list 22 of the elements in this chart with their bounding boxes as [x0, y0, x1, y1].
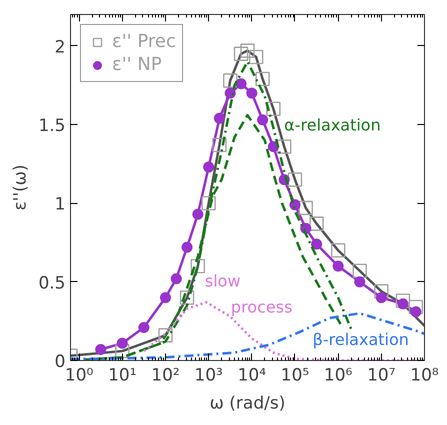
legend-label: ε'' Prec — [112, 31, 176, 52]
x-tick-label: 10⁰ — [64, 366, 94, 386]
x-tick-label: 10⁶ — [324, 366, 353, 386]
annotation: process — [230, 297, 292, 316]
annotation: β-relaxation — [312, 330, 409, 350]
y-tick-label: 0.5 — [38, 273, 66, 294]
y-tick-label: 0 — [54, 352, 66, 372]
x-axis-title: ω (rad/s) — [210, 394, 286, 414]
y-tick-label: 1 — [54, 194, 66, 215]
x-tick-label: 10⁵ — [280, 366, 310, 386]
y-axis-title: ε''(ω) — [10, 164, 30, 211]
x-tick-label: 10⁸ — [410, 366, 439, 386]
y-tick-label: 1.5 — [38, 116, 66, 136]
annotation: α-relaxation — [284, 116, 381, 135]
x-tick-label: 10¹ — [108, 366, 137, 386]
x-tick-label: 10⁷ — [367, 366, 396, 386]
legend-label: ε'' NP — [112, 54, 162, 75]
y-tick-label: 2 — [54, 37, 66, 58]
annotation: slow — [204, 271, 241, 290]
x-tick-label: 10³ — [194, 366, 223, 386]
x-tick-label: 10² — [151, 366, 180, 386]
x-tick-label: 10⁴ — [238, 366, 266, 386]
